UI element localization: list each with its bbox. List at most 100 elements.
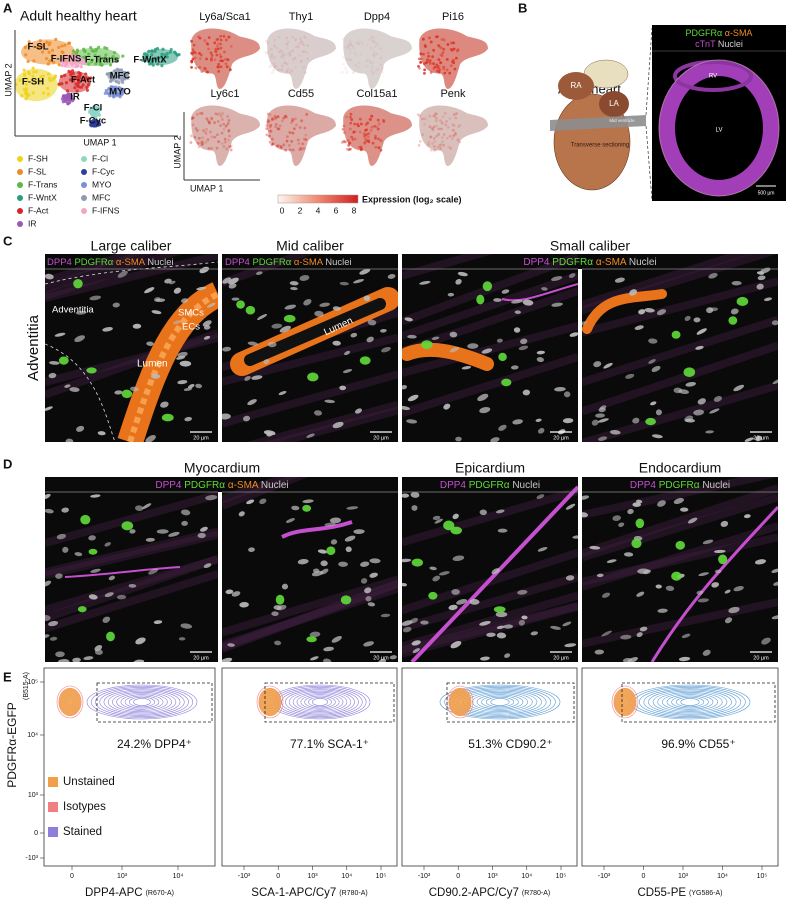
nucleus (449, 331, 458, 338)
expr-cell (370, 69, 374, 73)
nucleus (411, 640, 421, 646)
tissue-fiber (222, 477, 309, 510)
expr-cell (452, 134, 456, 138)
nucleus (104, 592, 114, 598)
lumen (244, 298, 386, 366)
expr-cell (306, 44, 310, 48)
nucleus (728, 606, 740, 614)
umap-cluster (58, 71, 92, 93)
annotation: Adventitia (52, 305, 94, 316)
expr-cell (376, 68, 379, 71)
nucleus (685, 381, 697, 387)
expr-cell (198, 57, 202, 61)
ventricle-edge (658, 59, 780, 197)
nucleus (146, 341, 154, 346)
expr-cell (417, 143, 421, 147)
expr-cell (213, 135, 217, 139)
nucleus (128, 583, 137, 588)
expr-cell (283, 114, 287, 118)
expr-cell (293, 56, 297, 60)
scale-label: 20 µm (193, 655, 209, 661)
nucleus (281, 583, 289, 590)
stain-header: PDGFRα α-SMA (686, 28, 753, 38)
pdgfra-cell (340, 595, 352, 605)
expr-cell (428, 114, 432, 118)
expr-cell (421, 133, 425, 137)
axis-channel: (R780-A) (522, 890, 550, 897)
nucleus (45, 580, 52, 587)
nucleus (603, 362, 613, 369)
nucleus (757, 275, 766, 281)
expr-cell (294, 123, 298, 127)
expr-cell (191, 123, 195, 127)
left-atrium (599, 91, 629, 117)
nucleus (231, 591, 241, 597)
umap-cluster (142, 48, 178, 66)
nucleus (511, 299, 523, 304)
stained-contour (444, 685, 556, 719)
nucleus (367, 319, 377, 326)
nucleus (289, 281, 299, 286)
colorbar-tick: 0 (280, 205, 285, 215)
nucleus (702, 649, 711, 656)
expr-cell (298, 148, 302, 152)
nucleus (69, 387, 80, 392)
expr-cell (228, 134, 231, 138)
umap-cell (53, 74, 58, 78)
guide (645, 125, 653, 201)
expr-cell (430, 127, 434, 130)
expr-cell (353, 122, 357, 126)
pdgfra-cell (306, 636, 317, 643)
expr-cell (350, 118, 354, 122)
nucleus (618, 522, 625, 527)
expr-cell (428, 125, 432, 129)
nucleus (451, 589, 460, 595)
nucleus (569, 332, 578, 337)
nucleus (303, 299, 312, 306)
nucleus (644, 308, 655, 313)
expr-cell (353, 130, 357, 133)
nucleus (771, 614, 778, 620)
feature-plot (340, 105, 412, 166)
expr-cell (283, 61, 287, 65)
colorbar-tick: 2 (298, 205, 303, 215)
expr-cell (452, 113, 456, 117)
expr-cell (291, 35, 295, 39)
feature-bg (419, 105, 488, 166)
expr-cell (219, 38, 223, 42)
nucleus (450, 640, 462, 649)
nucleus (455, 278, 462, 285)
expr-cell (370, 36, 374, 40)
expr-cell (299, 146, 303, 150)
expr-cell (340, 70, 344, 74)
legend-label: F-SH (28, 153, 48, 163)
expr-cell (418, 114, 421, 118)
nucleus (180, 623, 193, 629)
stain-header: cTnT Nuclei (695, 39, 743, 49)
stained-contour (133, 698, 151, 706)
nucleus (706, 307, 714, 314)
expr-cell (372, 54, 376, 58)
nucleus (596, 573, 604, 578)
nucleus (743, 514, 751, 519)
annotation: Lumen (137, 359, 168, 370)
expr-cell (418, 140, 422, 143)
expr-cell (223, 140, 227, 144)
nucleus (365, 596, 372, 602)
expr-cell (299, 59, 303, 63)
expr-cell (451, 137, 454, 141)
expr-cell (448, 134, 452, 138)
y-tick-label: -10³ (26, 855, 39, 862)
legend-label: MFC (92, 192, 110, 202)
region-label: RV (709, 74, 717, 80)
nucleus (432, 515, 441, 520)
nucleus (536, 494, 545, 499)
stain-name: cTnT (695, 39, 716, 49)
stain-name: α-SMA (113, 257, 146, 268)
legend-swatch (48, 802, 58, 812)
colorbar-tick: 4 (316, 205, 321, 215)
expr-cell (289, 50, 292, 54)
nucleus (181, 298, 189, 303)
expr-cell (217, 69, 221, 73)
nucleus (756, 283, 764, 290)
